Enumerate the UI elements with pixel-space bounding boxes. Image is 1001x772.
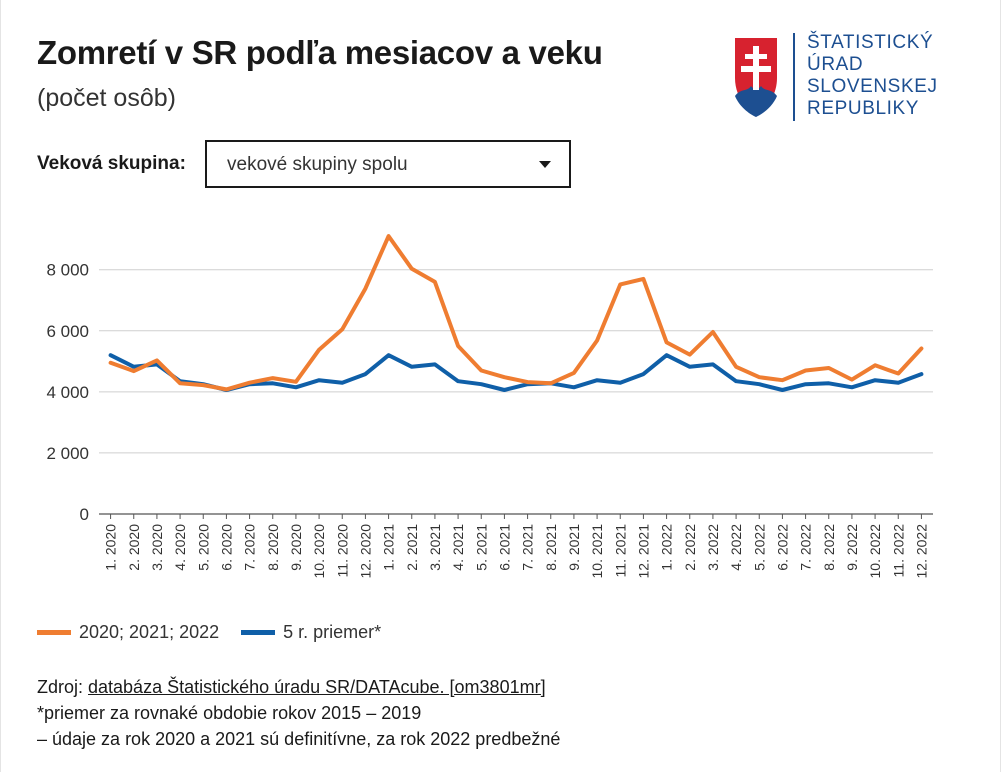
- y-tick-label: 6 000: [46, 322, 89, 341]
- x-tick-label: 7. 2022: [798, 524, 814, 571]
- logo-line: ŠTATISTICKÝ: [807, 32, 934, 53]
- x-tick-label: 1. 2021: [381, 524, 397, 571]
- x-tick-label: 3. 2021: [427, 524, 443, 571]
- chart-gridlines: [99, 269, 933, 454]
- legend-label-current: 2020; 2021; 2022: [79, 622, 220, 642]
- series-line-current: [108, 234, 924, 392]
- x-tick-label: 5. 2020: [195, 524, 211, 571]
- x-tick-label: 1. 2022: [659, 524, 675, 571]
- statistical-office-logo[interactable]: [731, 32, 961, 124]
- x-tick-label: 4. 2022: [728, 524, 744, 571]
- x-tick-label: 8. 2020: [265, 524, 281, 571]
- logo-divider: [793, 33, 795, 121]
- x-tick-label: 2. 2021: [404, 524, 420, 571]
- x-tick-label: 1. 2020: [103, 524, 119, 571]
- x-tick-label: 7. 2020: [242, 524, 258, 571]
- chart-notes: Zdroj: databáza Štatistického úradu SR/D…: [37, 674, 560, 752]
- logo-line: REPUBLIKY: [807, 98, 920, 119]
- age-group-select[interactable]: vekové skupiny spolu: [205, 140, 571, 188]
- page-title: Zomretí v SR podľa mesiacov a veku: [37, 34, 603, 71]
- legend-label-average: 5 r. priemer*: [283, 622, 382, 642]
- x-tick-label: 2. 2020: [126, 524, 142, 571]
- x-tick-label: 6. 2021: [496, 524, 512, 571]
- x-axis: 1. 2020 2. 2020 3. 2020 4. 2020 5. 2020 6. 20…: [99, 513, 933, 579]
- x-tick-label: 4. 2021: [450, 524, 466, 571]
- x-tick-label: 10. 2022: [867, 524, 883, 579]
- x-tick-label: 8. 2021: [543, 524, 559, 571]
- slovak-coat-of-arms-icon: [732, 35, 780, 122]
- note-definitive: – údaje za rok 2020 a 2021 sú definitívn…: [37, 729, 561, 749]
- x-tick-label: 4. 2020: [172, 524, 188, 571]
- x-tick-label: 11. 2021: [612, 524, 628, 578]
- x-tick-label: 10. 2020: [311, 524, 327, 579]
- chart-legend: 2020; 2021; 2022 5 r. priemer*: [37, 622, 403, 643]
- y-axis-ticks: 0 2 000 4 000 6 000 8 000: [46, 261, 89, 524]
- x-tick-label: 6. 2020: [218, 524, 234, 571]
- x-tick-label: 3. 2022: [705, 524, 721, 571]
- logo-line: SLOVENSKEJ: [807, 76, 938, 97]
- caret-down-icon: [539, 161, 551, 168]
- x-tick-label: 11. 2022: [890, 524, 906, 578]
- x-tick-label: 2. 2022: [682, 524, 698, 571]
- logo-text: ŠTATISTICKÝ ÚRAD SLOVENSKEJ REPUBLIKY: [807, 32, 938, 120]
- source-prefix: Zdroj:: [37, 677, 89, 697]
- x-tick-label: 8. 2022: [821, 524, 837, 571]
- x-tick-label: 5. 2022: [751, 524, 767, 571]
- legend-item-average[interactable]: 5 r. priemer*: [241, 622, 381, 643]
- x-tick-label: 5. 2021: [473, 524, 489, 571]
- y-tick-label: 4 000: [46, 383, 89, 402]
- x-tick-label: 9. 2022: [844, 524, 860, 571]
- x-tick-label: 10. 2021: [589, 524, 605, 579]
- logo-line: ÚRAD: [807, 54, 864, 75]
- x-tick-label: 7. 2021: [520, 524, 536, 571]
- x-tick-label: 12. 2021: [635, 524, 651, 579]
- source-line: Zdroj: databáza Štatistického úradu SR/D…: [37, 674, 560, 700]
- x-tick-label: 11. 2020: [334, 524, 350, 578]
- deaths-line-chart: 0 2 000 4 000 6 000 8 000 1. 2020 2. 2020 3. 2…: [46, 234, 933, 579]
- chart-series: [108, 234, 924, 392]
- legend-swatch-current: [37, 630, 71, 635]
- x-tick-label: 9. 2020: [288, 524, 304, 571]
- age-group-selected-value: vekové skupiny spolu: [227, 154, 408, 175]
- y-tick-label: 8 000: [46, 261, 89, 280]
- x-tick-label: 12. 2020: [357, 524, 373, 579]
- x-tick-label: 6. 2022: [774, 524, 790, 571]
- legend-swatch-average: [241, 630, 276, 635]
- note-average: *priemer za rovnaké obdobie rokov 2015 –…: [37, 703, 422, 723]
- y-tick-label: 0: [80, 505, 89, 524]
- x-tick-label: 9. 2021: [566, 524, 582, 571]
- legend-item-current[interactable]: 2020; 2021; 2022: [37, 622, 219, 643]
- source-link[interactable]: databáza Štatistického úradu SR/DATAcube…: [88, 677, 546, 697]
- x-tick-label: 12. 2022: [913, 524, 929, 579]
- age-group-label: Veková skupina:: [37, 153, 186, 174]
- page-subtitle: (počet osôb): [37, 84, 176, 112]
- x-tick-label: 3. 2020: [149, 524, 165, 571]
- y-tick-label: 2 000: [46, 444, 89, 463]
